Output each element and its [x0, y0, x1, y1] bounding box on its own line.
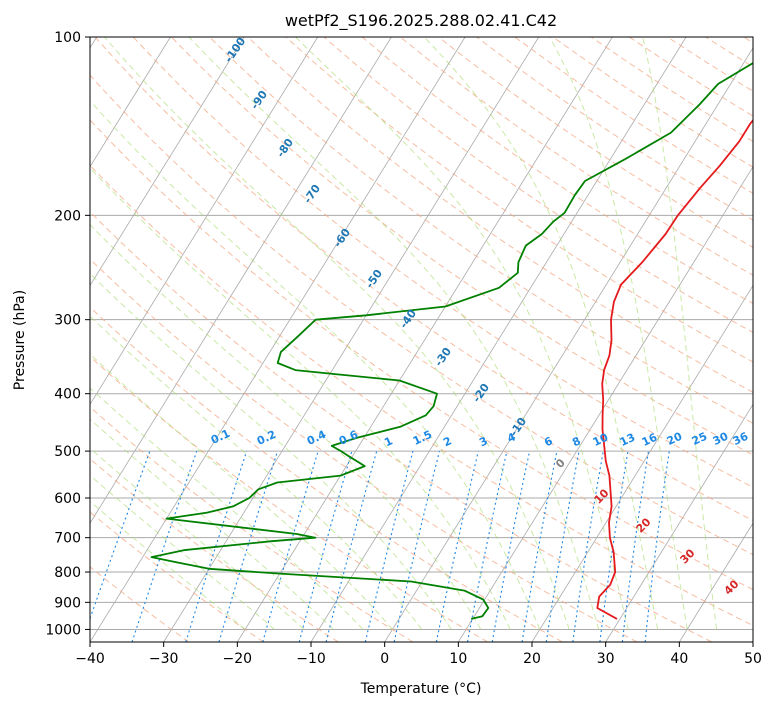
moist-adiabat-line: [188, 37, 600, 630]
mixing-ratio-line: [185, 450, 248, 642]
x-tick-label: 0: [380, 651, 389, 667]
isotherm-line: [90, 37, 319, 406]
y-axis-label: Pressure (hPa): [12, 290, 28, 390]
y-tick-label: 700: [54, 531, 81, 547]
isotherm-line: [90, 37, 466, 642]
mixing-ratio-label: 10: [591, 431, 611, 449]
mixing-ratio-line: [435, 450, 479, 642]
x-tick-label: 50: [744, 651, 762, 667]
dry-adiabat-line: [90, 355, 488, 642]
isotherm-line: [90, 37, 392, 524]
x-tick-label: 30: [597, 651, 615, 667]
isotherm-line: [236, 37, 613, 642]
dry-adiabat-line: [90, 74, 753, 556]
mixing-ratio-line: [325, 450, 378, 642]
isotherm-line: [163, 37, 540, 642]
mixing-ratio-line: [491, 450, 531, 642]
moist-adiabat-line: [90, 353, 393, 630]
moist-adiabat-line: [90, 500, 246, 630]
x-tick-label: 10: [449, 651, 467, 667]
dry-adiabat-line: [90, 306, 563, 642]
isotherm-line: [457, 165, 753, 642]
dry-adiabat-line: [94, 37, 753, 522]
dewpoint-profile-line: [150, 62, 753, 620]
dry-adiabat-line: [90, 258, 638, 642]
grid-layer: [90, 37, 753, 642]
moist-adiabat-line: [104, 37, 570, 630]
mixing-ratio-line: [262, 450, 319, 642]
x-axis-label: Temperature (°C): [360, 681, 482, 697]
isotherm-line: [531, 284, 753, 642]
moist-adiabat-line: [90, 387, 364, 630]
moist-adiabat-line: [423, 37, 659, 630]
dry-adiabat-line: [323, 37, 753, 334]
mixing-ratio-label: 30: [711, 430, 731, 448]
dry-adiabat-line: [90, 164, 753, 627]
mixing-ratio-line: [298, 450, 353, 642]
dry-adiabat-line: [90, 511, 264, 642]
y-tick-label: 500: [54, 444, 81, 460]
moist-adiabat-line: [90, 315, 423, 630]
isotherm-line: [678, 522, 753, 642]
y-tick-label: 100: [54, 30, 81, 46]
y-tick-label: 400: [54, 387, 81, 403]
moist-adiabat-line: [549, 37, 688, 630]
tick-layer: −40 −30 −20 −10 0 10 20 30 40 50 100 200 300 400 500 60…: [45, 30, 762, 667]
dry-adiabat-line: [90, 119, 753, 591]
moist-adiabat-line: [90, 418, 334, 630]
temperature-profile-line: [596, 119, 753, 620]
dry-adiabat-line: [90, 211, 712, 642]
y-tick-label: 600: [54, 491, 81, 507]
mixing-ratio-line: [364, 450, 414, 642]
mixing-ratio-line: [393, 450, 441, 642]
isotherm-line: [384, 47, 753, 642]
mixing-ratio-label: 36: [731, 430, 751, 448]
y-tick-label: 200: [54, 208, 81, 224]
x-tick-label: −30: [149, 651, 179, 667]
dry-adiabat-line: [132, 37, 753, 488]
moist-adiabat-line: [90, 167, 511, 630]
mixing-ratio-label: 20: [665, 430, 685, 448]
mixing-ratio-label: 25: [690, 430, 709, 448]
mixing-ratio-line: [90, 450, 151, 621]
x-tick-label: −20: [223, 651, 253, 667]
x-tick-label: −40: [75, 651, 105, 667]
mixing-ratio-line: [131, 450, 198, 642]
moist-adiabat-line: [90, 447, 305, 630]
moist-adiabat-line: [642, 37, 718, 630]
mixing-ratio-label: 13: [618, 431, 637, 449]
dry-adiabat-line: [171, 37, 753, 456]
moist-adiabat-line: [295, 37, 629, 630]
y-tick-label: 300: [54, 313, 81, 329]
moist-adiabat-line: [90, 223, 482, 630]
mixing-ratio-line: [466, 450, 508, 642]
mixing-ratio-label: 16: [640, 431, 660, 449]
mixing-ratio-line: [218, 450, 279, 642]
moist-adiabat-line: [90, 99, 541, 630]
x-tick-label: 40: [670, 651, 688, 667]
series-layer: [150, 62, 753, 620]
x-tick-label: −10: [296, 651, 326, 667]
y-tick-label: 800: [54, 565, 81, 581]
x-tick-label: 20: [523, 651, 541, 667]
isotherm-line: [605, 403, 753, 642]
dry-adiabat-line: [90, 406, 414, 642]
isotherm-line: [90, 37, 245, 287]
isotherm-line: [90, 37, 171, 168]
plot-frame: [89, 36, 754, 643]
dry-adiabat-line: [285, 37, 753, 363]
y-tick-label: 900: [54, 595, 81, 611]
chart-title: wetPf2_S196.2025.288.02.41.C42: [285, 11, 557, 31]
dry-adiabat-line: [90, 566, 190, 642]
moist-adiabat-line: [90, 272, 452, 630]
dry-adiabat-line: [90, 458, 339, 642]
y-tick-label: 1000: [45, 622, 81, 638]
